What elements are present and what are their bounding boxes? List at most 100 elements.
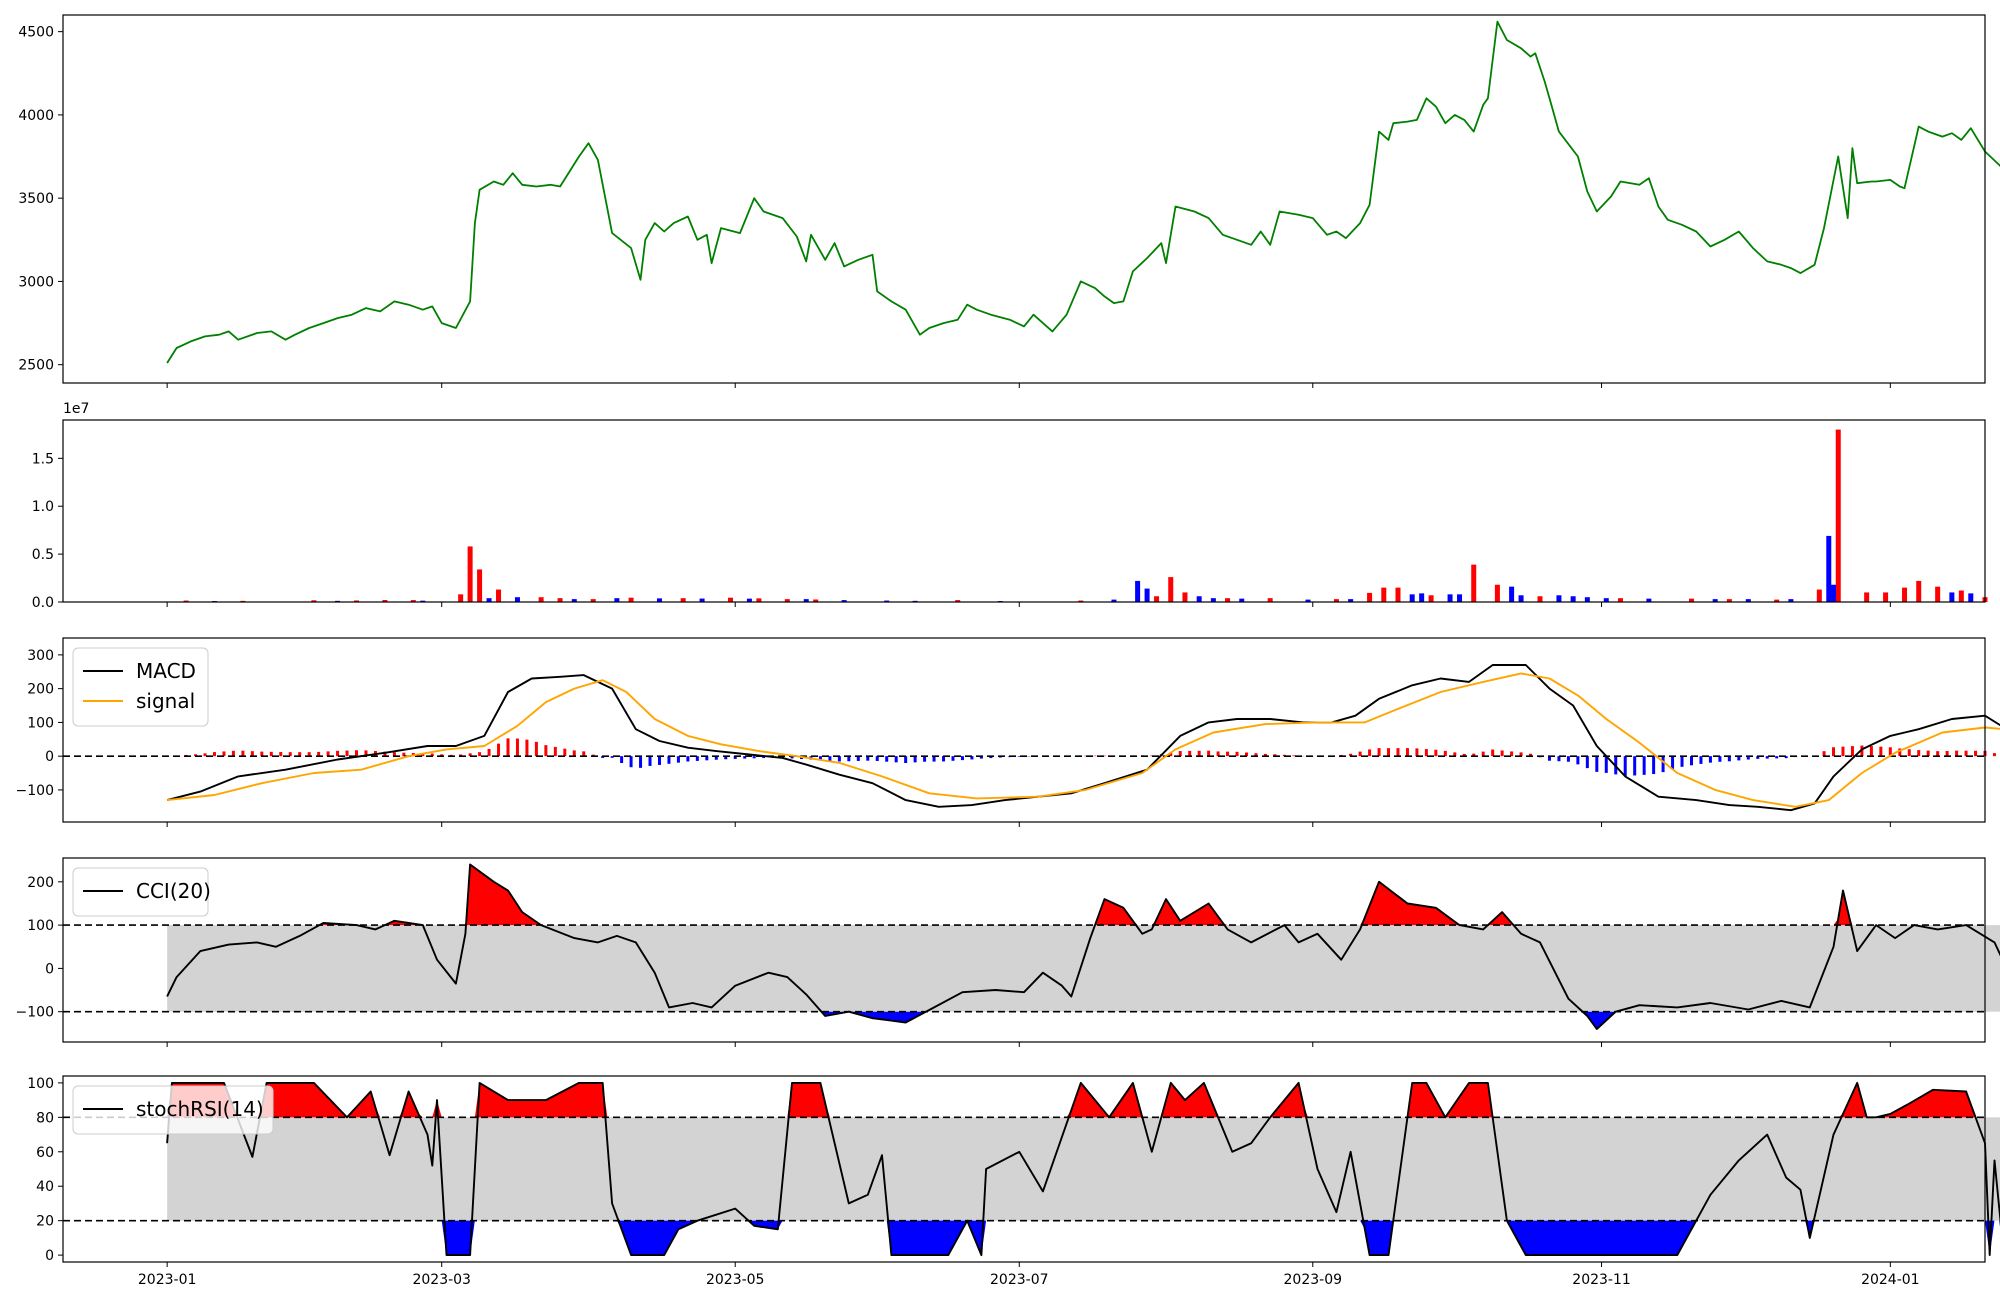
macd-histogram-bar xyxy=(1150,755,1154,757)
macd-histogram-bar xyxy=(818,756,822,761)
neutral-band xyxy=(167,925,2000,1012)
macd-histogram-bar xyxy=(1387,748,1391,757)
volume-bar xyxy=(727,597,733,602)
volume-bar xyxy=(1712,599,1718,602)
oversold-fill xyxy=(167,1011,2000,1030)
macd-histogram-bar xyxy=(212,752,216,757)
macd-histogram-bar xyxy=(705,756,709,761)
panel-frame xyxy=(62,419,1986,603)
volume-bar xyxy=(1267,598,1273,602)
y-tick-label: 4500 xyxy=(18,25,54,41)
macd-histogram-bar xyxy=(1424,749,1428,757)
macd-histogram-bar xyxy=(563,748,567,757)
macd-histogram-bar xyxy=(222,751,226,757)
cci-panel: −100 0 100 200 CCI(20) xyxy=(16,857,2000,1047)
volume-bar xyxy=(538,597,544,602)
macd-histogram-bar xyxy=(1292,755,1296,757)
x-axis: 2023-01 2023-03 2023-05 2023-07 2023-09 2023-… xyxy=(138,1272,1920,1288)
macd-histogram-bar xyxy=(1434,749,1438,757)
macd-histogram-bar xyxy=(989,756,993,759)
volume-bar xyxy=(884,600,890,602)
macd-histogram-bar xyxy=(1879,746,1883,757)
volume-bar xyxy=(458,594,464,602)
indicator-line xyxy=(166,1081,2000,1257)
macd-histogram-bar xyxy=(1500,750,1504,757)
volume-bar xyxy=(410,600,416,602)
volume-bar xyxy=(1428,595,1434,602)
volume-bar xyxy=(1367,592,1373,602)
volume-bar xyxy=(467,546,473,602)
volume-bar xyxy=(1883,592,1889,602)
macd-histogram-bar xyxy=(1358,751,1362,757)
macd-histogram-bar xyxy=(1671,756,1675,770)
macd-histogram-bar xyxy=(459,754,463,757)
panel-frame xyxy=(62,637,1986,823)
legend-box xyxy=(72,867,209,917)
macd-histogram-bar xyxy=(676,756,680,763)
legend-entry: signal xyxy=(136,689,195,713)
macd-histogram-bar xyxy=(487,748,491,757)
volume-bar xyxy=(496,589,502,602)
volume-bar xyxy=(680,598,686,602)
macd-histogram-bar xyxy=(866,756,870,761)
macd-histogram-bar xyxy=(1898,748,1902,757)
macd-histogram-bar xyxy=(364,750,368,757)
macd-histogram-bar xyxy=(1850,746,1854,757)
x-tick-label: 2023-11 xyxy=(1572,1272,1631,1288)
y-tick-label: 3500 xyxy=(18,191,54,207)
volume-bar xyxy=(1774,599,1780,602)
macd-histogram-bar xyxy=(1207,750,1211,757)
macd-histogram-bar xyxy=(269,751,273,757)
volume-bar xyxy=(1864,592,1870,602)
macd-histogram-bar xyxy=(440,754,444,757)
signal-line xyxy=(166,672,2000,808)
macd-histogram-bar xyxy=(288,752,292,757)
macd-histogram-bar xyxy=(856,756,860,761)
y-tick-label: 3000 xyxy=(18,274,54,290)
macd-histogram-bar xyxy=(402,752,406,757)
volume-bar xyxy=(1210,598,1216,602)
volume-bar xyxy=(1688,598,1694,602)
macd-histogram-bar xyxy=(1368,749,1372,757)
volume-bar xyxy=(183,600,189,602)
macd-histogram-bar xyxy=(345,750,349,757)
y-tick-label: 20 xyxy=(36,1214,54,1230)
volume-bar xyxy=(590,599,596,602)
macd-histogram-bar xyxy=(1860,745,1864,757)
macd-histogram-bar xyxy=(942,756,946,762)
volume-bar xyxy=(1603,598,1609,602)
volume-bar xyxy=(756,598,762,602)
y-tick-label: 0.0 xyxy=(32,595,54,611)
volume-bar xyxy=(1902,587,1908,602)
macd-histogram-bar xyxy=(1775,756,1779,759)
volume-bar xyxy=(382,599,388,602)
macd-histogram-bar xyxy=(1964,750,1968,757)
macd-histogram-bar xyxy=(1481,751,1485,757)
y-tick-label: 2500 xyxy=(18,358,54,374)
macd-histogram-bar xyxy=(1888,747,1892,757)
macd-histogram-bar xyxy=(1737,756,1741,761)
macd-histogram-bar xyxy=(601,756,605,758)
oversold-fill xyxy=(167,1220,2000,1256)
volume-bar xyxy=(1935,586,1941,602)
volume-bar xyxy=(1135,580,1141,602)
stochrsi-panel: 0 20 40 60 80 100 stochRSI(14) xyxy=(27,1075,2000,1267)
volume-bar xyxy=(1168,577,1174,602)
macd-histogram-bar xyxy=(1746,756,1750,760)
macd-histogram-bar xyxy=(667,756,671,764)
volume-bar xyxy=(1617,598,1623,602)
macd-histogram-bar xyxy=(1841,746,1845,757)
macd-histogram-bar xyxy=(1263,753,1267,757)
volume-bar xyxy=(1968,593,1974,602)
macd-histogram-bar xyxy=(1235,751,1239,757)
macd-histogram-bar xyxy=(1936,751,1940,757)
volume-bar xyxy=(1196,596,1202,602)
x-tick-label: 2023-05 xyxy=(706,1272,765,1288)
macd-histogram-bar xyxy=(326,751,330,757)
macd-histogram-bar xyxy=(1708,756,1712,763)
x-tick-label: 2023-01 xyxy=(138,1272,197,1288)
macd-histogram-bar xyxy=(534,741,538,757)
macd-histogram-bar xyxy=(260,751,264,757)
macd-histogram-bar xyxy=(1557,756,1561,762)
macd-histogram-bar xyxy=(1547,756,1551,761)
